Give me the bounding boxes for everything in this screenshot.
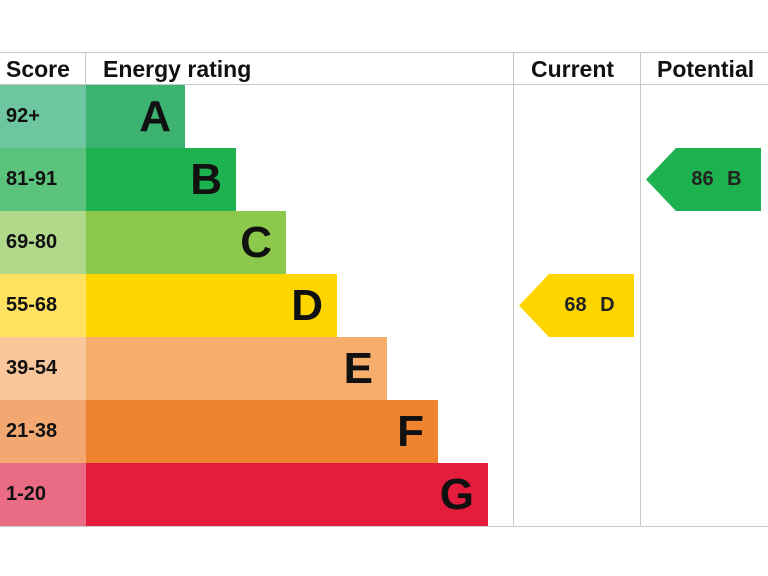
rating-bar-b: B: [86, 148, 236, 211]
score-cell-f: 21-38: [0, 400, 86, 463]
table-bottom-border: [0, 526, 768, 527]
header-top-border: [0, 52, 768, 53]
score-cell-d: 55-68: [0, 274, 86, 337]
score-cell-g: 1-20: [0, 463, 86, 526]
score-cell-b: 81-91: [0, 148, 86, 211]
score-cell-e: 39-54: [0, 337, 86, 400]
header-bottom-border: [0, 84, 768, 85]
current-column-divider: [513, 52, 514, 527]
energy-rating-header: Energy rating: [103, 56, 252, 82]
current-header: Current: [531, 56, 615, 82]
potential-column-divider: [640, 52, 641, 527]
score-column-divider: [85, 52, 86, 85]
rating-bar-g: G: [86, 463, 488, 526]
rating-bar-f: F: [86, 400, 438, 463]
potential-rating-arrow: 86 B: [646, 148, 761, 211]
score-cell-a: 92+: [0, 85, 86, 148]
score-cell-c: 69-80: [0, 211, 86, 274]
rating-bar-c: C: [86, 211, 286, 274]
potential-header: Potential: [657, 56, 755, 82]
rating-bar-a: A: [86, 85, 185, 148]
rating-bar-d: D: [86, 274, 337, 337]
current-rating-arrow: 68 D: [519, 274, 634, 337]
score-header: Score: [6, 56, 70, 82]
rating-bar-e: E: [86, 337, 387, 400]
